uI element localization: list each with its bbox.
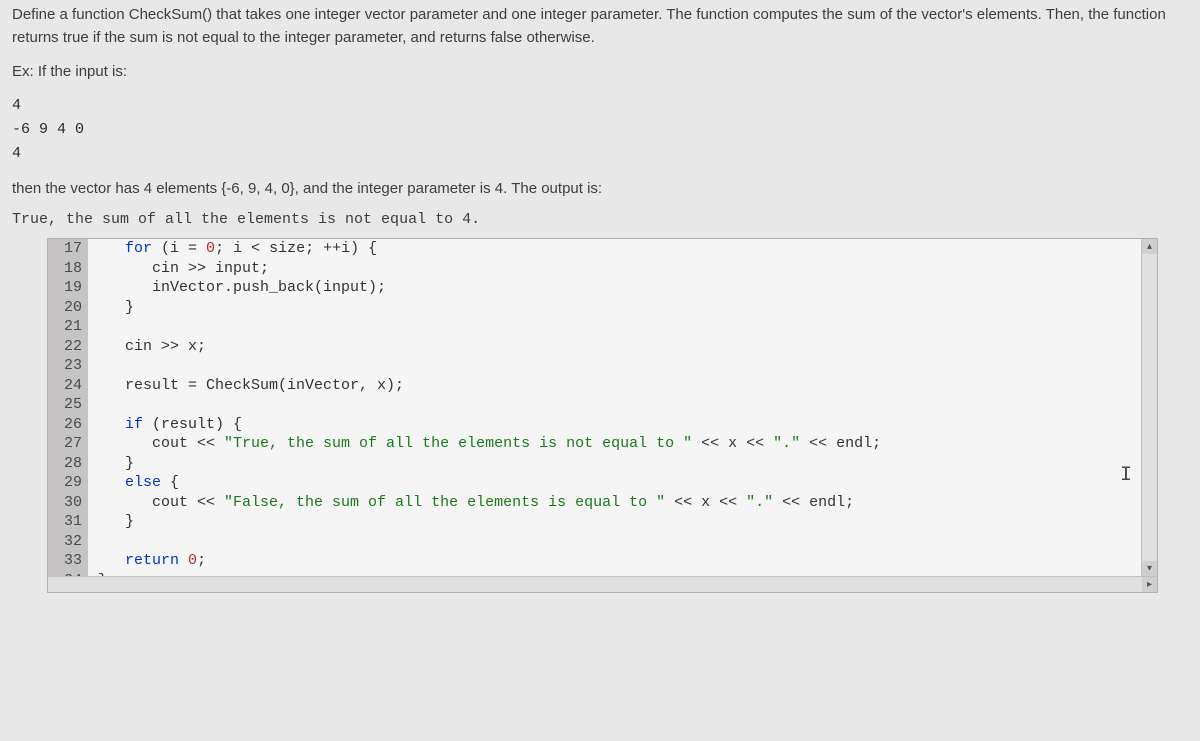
example-input: 4 -6 9 4 0 4	[12, 94, 1188, 166]
line-number: 33	[48, 551, 82, 571]
vertical-scrollbar[interactable]: ▴ ▾	[1141, 239, 1157, 576]
code-line[interactable]	[98, 317, 1157, 337]
text-cursor-icon: I	[1120, 464, 1132, 487]
code-line[interactable]	[98, 356, 1157, 376]
line-number: 29	[48, 473, 82, 493]
code-line[interactable]: cout << "True, the sum of all the elemen…	[98, 434, 1157, 454]
scroll-right-arrow-icon[interactable]: ▸	[1142, 577, 1157, 592]
line-number: 20	[48, 298, 82, 318]
scroll-down-arrow-icon[interactable]: ▾	[1142, 561, 1157, 576]
code-line[interactable]: }	[98, 298, 1157, 318]
problem-description: Define a function CheckSum() that takes …	[12, 4, 1188, 49]
line-number: 27	[48, 434, 82, 454]
line-number: 24	[48, 376, 82, 396]
line-number: 17	[48, 239, 82, 259]
code-editor[interactable]: 171819202122232425262728293031323334 for…	[47, 238, 1158, 593]
input-line-2: -6 9 4 0	[12, 118, 1188, 142]
line-number: 31	[48, 512, 82, 532]
line-number: 28	[48, 454, 82, 474]
code-line[interactable]: }	[98, 512, 1157, 532]
line-number: 21	[48, 317, 82, 337]
problem-panel: Define a function CheckSum() that takes …	[0, 0, 1200, 593]
code-line[interactable]: result = CheckSum(inVector, x);	[98, 376, 1157, 396]
code-line[interactable]: inVector.push_back(input);	[98, 278, 1157, 298]
code-content-area[interactable]: for (i = 0; i < size; ++i) { cin >> inpu…	[88, 239, 1157, 592]
code-line[interactable]: cout << "False, the sum of all the eleme…	[98, 493, 1157, 513]
example-explanation: then the vector has 4 elements {-6, 9, 4…	[12, 180, 1188, 197]
code-line[interactable]: }	[98, 454, 1157, 474]
line-number: 32	[48, 532, 82, 552]
code-line[interactable]	[98, 395, 1157, 415]
line-number: 19	[48, 278, 82, 298]
code-line[interactable]: cin >> input;	[98, 259, 1157, 279]
line-number: 22	[48, 337, 82, 357]
code-line[interactable]: cin >> x;	[98, 337, 1157, 357]
line-number: 30	[48, 493, 82, 513]
line-number: 18	[48, 259, 82, 279]
code-line[interactable]	[98, 532, 1157, 552]
code-line[interactable]: return 0;	[98, 551, 1157, 571]
code-line[interactable]: if (result) {	[98, 415, 1157, 435]
example-output: True, the sum of all the elements is not…	[12, 211, 1188, 228]
horizontal-scrollbar[interactable]: ▸	[48, 576, 1157, 592]
example-label: Ex: If the input is:	[12, 63, 1188, 80]
line-number: 26	[48, 415, 82, 435]
scroll-up-arrow-icon[interactable]: ▴	[1142, 239, 1157, 254]
line-number: 25	[48, 395, 82, 415]
input-line-3: 4	[12, 142, 1188, 166]
code-line[interactable]: for (i = 0; i < size; ++i) {	[98, 239, 1157, 259]
code-line[interactable]: else {	[98, 473, 1157, 493]
line-number-gutter: 171819202122232425262728293031323334	[48, 239, 88, 592]
line-number: 23	[48, 356, 82, 376]
input-line-1: 4	[12, 94, 1188, 118]
